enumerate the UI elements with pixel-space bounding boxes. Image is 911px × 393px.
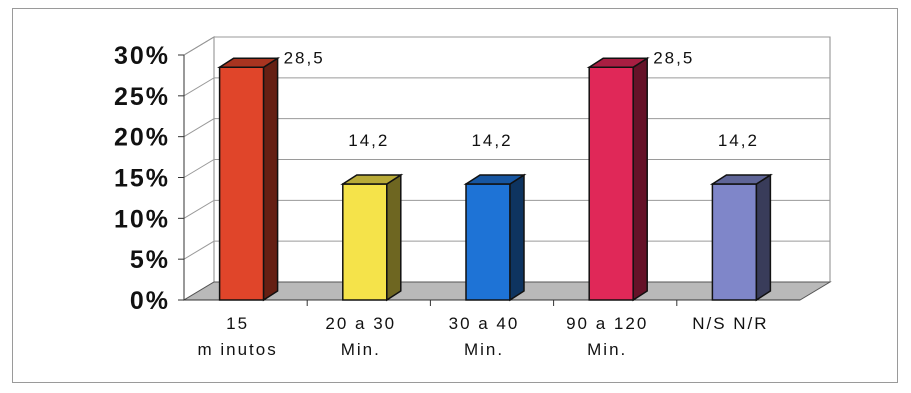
bar-top [586,57,650,68]
data-label: 28,5 [653,48,694,67]
bar-side [632,56,648,302]
y-tick-label: 15% [114,165,170,193]
data-labels: 28,5 14,2 14,2 28,5 14,2 [284,48,759,150]
bar [217,56,281,302]
bar-front [465,183,511,301]
bar-top [463,174,527,185]
bar [709,173,773,302]
bar [340,173,404,302]
x-tick-label: 20 a 30 [325,314,396,333]
x-tick-label: 30 a 40 [449,314,520,333]
bar-side [755,173,772,302]
bar-front [711,183,758,301]
x-axis-ticks: 15 m inutos 20 a 30 Min. 30 a 40 Min. 90 a 120… [197,300,768,359]
bar-front [342,183,388,301]
y-tick-label: 25% [114,83,170,111]
bar-front [588,66,634,301]
bar-side [386,173,402,302]
bars [217,56,773,302]
y-tick-label: 5% [130,246,170,274]
data-label: 14,2 [718,131,759,150]
y-tick-label: 0% [130,287,170,315]
x-tick-label: 90 a 120 [566,314,648,333]
bar-top [340,174,404,185]
bar-side [262,56,279,302]
bar-top [217,57,281,68]
gridline [183,36,830,56]
bar-front [218,66,265,301]
bar-side [509,173,525,302]
data-label: 14,2 [471,131,512,150]
x-tick-label: Min. [587,340,627,359]
x-tick-label: Min. [464,340,504,359]
x-tick-label: 15 [226,314,249,333]
x-tick-label: N/S N/R [692,314,768,333]
data-label: 14,2 [348,131,389,150]
bar [586,56,650,302]
y-tick-label: 20% [114,124,170,152]
x-tick-label: Min. [341,340,381,359]
bar-top [709,174,773,185]
y-tick-label: 30% [114,42,170,70]
x-tick-label: m inutos [197,340,277,359]
data-label: 28,5 [284,48,325,67]
y-tick-label: 10% [114,205,170,233]
bar [463,173,527,302]
